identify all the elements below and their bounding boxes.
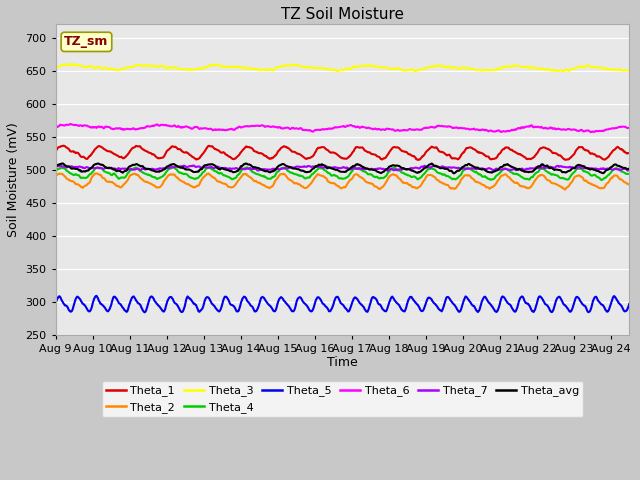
Line: Theta_1: Theta_1 xyxy=(56,145,629,160)
Line: Theta_4: Theta_4 xyxy=(56,167,629,180)
Theta_1 xyxy=(54,144,62,150)
Theta_4 xyxy=(319,166,326,172)
Theta_7 xyxy=(625,167,633,173)
Theta_5 xyxy=(298,297,306,302)
Theta_avg xyxy=(625,166,633,171)
Theta_avg xyxy=(59,160,67,166)
Y-axis label: Soil Moisture (mV): Soil Moisture (mV) xyxy=(7,122,20,237)
Theta_3 xyxy=(54,64,62,70)
Theta_avg xyxy=(54,162,62,168)
Theta_7 xyxy=(52,164,60,169)
Theta_4 xyxy=(54,166,62,172)
Theta_3 xyxy=(465,65,472,71)
Theta_6 xyxy=(625,125,633,131)
Theta_1 xyxy=(298,152,305,158)
Theta_3 xyxy=(133,62,141,68)
Theta_avg xyxy=(465,161,472,167)
X-axis label: Time: Time xyxy=(327,356,358,369)
Theta_5 xyxy=(625,301,633,307)
Theta_7 xyxy=(465,166,472,172)
Theta_1 xyxy=(414,157,422,163)
Theta_1 xyxy=(52,148,60,154)
Theta_6 xyxy=(464,126,472,132)
Line: Theta_2: Theta_2 xyxy=(56,173,629,190)
Theta_4 xyxy=(598,177,605,183)
Theta_3 xyxy=(319,65,326,71)
Theta_1 xyxy=(479,151,486,156)
Theta_avg xyxy=(319,162,326,168)
Theta_7 xyxy=(319,165,326,170)
Theta_4 xyxy=(298,173,305,179)
Theta_2 xyxy=(205,170,212,176)
Theta_2 xyxy=(478,181,486,187)
Theta_3 xyxy=(333,68,341,74)
Theta_5 xyxy=(52,300,60,306)
Theta_6 xyxy=(54,124,62,130)
Theta_2 xyxy=(298,183,305,189)
Theta_7 xyxy=(384,168,392,174)
Theta_5 xyxy=(465,297,472,303)
Theta_6 xyxy=(67,121,74,127)
Theta_2 xyxy=(132,172,140,178)
Theta_2 xyxy=(319,173,326,179)
Theta_3 xyxy=(298,63,305,69)
Theta_5 xyxy=(141,310,148,315)
Theta_6 xyxy=(587,129,595,135)
Theta_4 xyxy=(169,164,177,169)
Theta_7 xyxy=(132,167,140,172)
Theta_7 xyxy=(479,166,486,171)
Theta_6 xyxy=(133,126,141,132)
Line: Theta_avg: Theta_avg xyxy=(56,163,629,173)
Theta_1 xyxy=(465,145,472,151)
Theta_7 xyxy=(54,163,62,169)
Theta_avg xyxy=(298,168,305,174)
Theta_avg xyxy=(133,161,141,167)
Theta_1 xyxy=(625,150,633,156)
Theta_5 xyxy=(320,301,328,307)
Theta_4 xyxy=(478,173,486,179)
Legend: Theta_1, Theta_2, Theta_3, Theta_4, Theta_5, Theta_6, Theta_7, Theta_avg: Theta_1, Theta_2, Theta_3, Theta_4, Thet… xyxy=(102,381,583,418)
Theta_3 xyxy=(479,68,486,73)
Theta_3 xyxy=(52,63,60,69)
Theta_5 xyxy=(479,297,486,303)
Theta_2 xyxy=(625,181,633,187)
Line: Theta_5: Theta_5 xyxy=(56,296,629,312)
Theta_5 xyxy=(93,293,100,299)
Theta_avg xyxy=(52,165,60,170)
Theta_5 xyxy=(133,298,141,304)
Theta_1 xyxy=(319,144,326,150)
Theta_4 xyxy=(625,171,633,177)
Theta_2 xyxy=(561,187,569,192)
Theta_2 xyxy=(54,171,62,177)
Theta_6 xyxy=(478,127,486,133)
Line: Theta_7: Theta_7 xyxy=(56,166,629,171)
Theta_1 xyxy=(133,144,141,149)
Theta_4 xyxy=(52,168,60,174)
Theta_4 xyxy=(132,165,140,170)
Text: TZ_sm: TZ_sm xyxy=(64,36,109,48)
Theta_7 xyxy=(298,164,305,170)
Line: Theta_6: Theta_6 xyxy=(56,124,629,132)
Theta_1 xyxy=(60,143,67,148)
Theta_5 xyxy=(54,295,62,300)
Theta_3 xyxy=(68,61,76,67)
Theta_6 xyxy=(319,126,326,132)
Theta_2 xyxy=(52,173,60,179)
Theta_6 xyxy=(52,125,60,131)
Theta_2 xyxy=(464,173,472,179)
Theta_6 xyxy=(298,125,305,131)
Theta_7 xyxy=(189,163,197,168)
Line: Theta_3: Theta_3 xyxy=(56,64,629,71)
Theta_4 xyxy=(464,165,472,171)
Theta_avg xyxy=(479,167,486,172)
Theta_3 xyxy=(625,68,633,74)
Theta_avg xyxy=(450,170,458,176)
Title: TZ Soil Moisture: TZ Soil Moisture xyxy=(281,7,404,22)
